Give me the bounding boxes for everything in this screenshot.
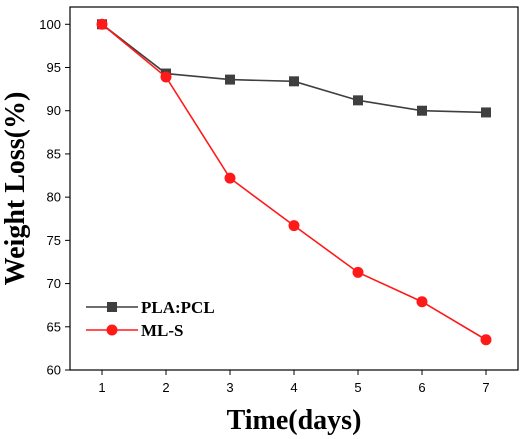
data-point [96, 18, 108, 30]
legend-label: ML-S [141, 321, 184, 340]
plot-frame [69, 6, 519, 371]
x-tick-label: 7 [482, 380, 489, 395]
x-axis-ticks: 1 2 3 4 5 6 7 [98, 370, 490, 395]
x-tick-label: 1 [98, 380, 105, 395]
legend: PLA:PCL ML-S [86, 298, 215, 340]
data-point [160, 71, 172, 83]
x-tick-label: 5 [354, 380, 361, 395]
x-tick-label: 3 [226, 380, 233, 395]
legend-item: ML-S [86, 321, 184, 340]
data-point [289, 76, 299, 87]
series-line [101, 23, 487, 341]
data-point [481, 107, 491, 118]
data-point [288, 220, 300, 232]
data-point [480, 334, 492, 346]
y-axis-ticks: 60 65 70 75 80 85 90 95 100 [39, 17, 70, 378]
y-tick-label: 90 [47, 103, 61, 118]
legend-marker [106, 324, 118, 336]
y-tick-label: 80 [47, 190, 61, 205]
legend-marker [107, 302, 117, 312]
x-tick-label: 6 [418, 380, 425, 395]
y-tick-label: 100 [39, 17, 61, 32]
y-tick-label: 85 [47, 146, 61, 161]
legend-item: PLA:PCL [86, 298, 215, 317]
series-layer [96, 18, 492, 346]
data-point [417, 105, 427, 116]
x-tick-label: 4 [290, 380, 297, 395]
y-axis-title: Weight Loss(%) [0, 92, 31, 286]
data-point [352, 266, 364, 278]
data-point [224, 172, 236, 184]
x-tick-label: 2 [162, 380, 169, 395]
data-point [416, 296, 428, 308]
y-tick-label: 60 [47, 363, 61, 378]
y-tick-label: 65 [47, 319, 61, 334]
y-tick-label: 75 [47, 233, 61, 248]
series-2 [96, 18, 492, 346]
data-point [353, 95, 363, 106]
plot-border [69, 6, 519, 371]
legend-label: PLA:PCL [141, 298, 215, 317]
y-tick-label: 70 [47, 276, 61, 291]
series-line [101, 23, 487, 114]
x-axis-title: Time(days) [227, 405, 362, 436]
y-tick-label: 95 [47, 60, 61, 75]
data-point [225, 74, 235, 85]
